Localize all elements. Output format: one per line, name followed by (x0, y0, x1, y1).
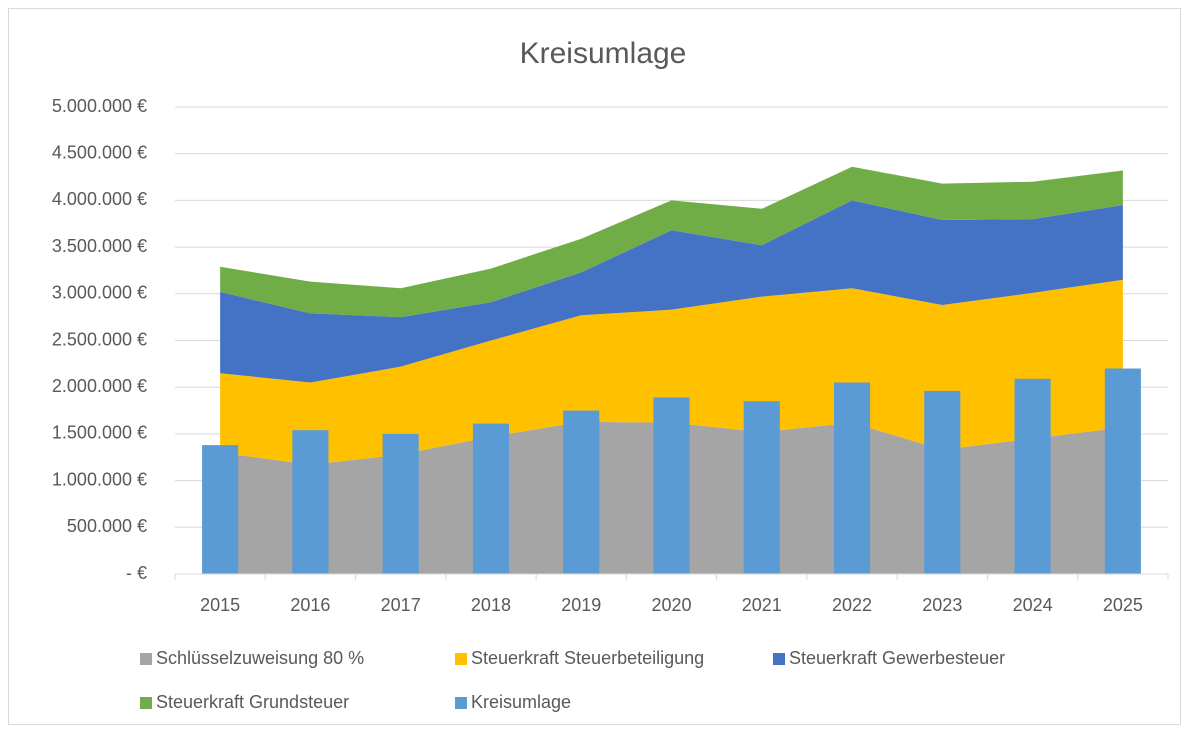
x-tick-label: 2020 (651, 595, 691, 615)
y-tick-label: 4.000.000 € (52, 189, 147, 209)
bar (382, 433, 419, 574)
y-tick-label: 1.500.000 € (52, 423, 147, 443)
legend-label: Steuerkraft Steuerbeteiligung (471, 648, 704, 668)
bar (653, 397, 690, 574)
legend-swatch (140, 653, 152, 665)
y-tick-label: 4.500.000 € (52, 142, 147, 162)
bar (1014, 378, 1051, 574)
legend-swatch (455, 697, 467, 709)
legend-swatch (455, 653, 467, 665)
bar (833, 382, 871, 574)
chart-title: Kreisumlage (520, 37, 687, 70)
y-tick-label: 3.500.000 € (52, 236, 147, 256)
area (220, 279, 1123, 465)
bar (472, 423, 510, 574)
y-tick-label: 3.000.000 € (52, 283, 147, 303)
y-tick-label: 2.500.000 € (52, 329, 147, 349)
y-tick-label: 2.000.000 € (52, 376, 147, 396)
x-tick-label: 2016 (290, 595, 330, 615)
area (220, 166, 1123, 318)
legend-label: Steuerkraft Grundsteuer (156, 692, 349, 712)
y-tick-label: - € (126, 563, 147, 583)
bar (743, 401, 780, 574)
legend-label: Steuerkraft Gewerbesteuer (789, 648, 1005, 668)
x-tick-label: 2021 (742, 595, 782, 615)
legend-label: Kreisumlage (471, 692, 571, 712)
x-tick-label: 2015 (200, 595, 240, 615)
x-tick-label: 2019 (561, 595, 601, 615)
x-tick-label: 2023 (922, 595, 962, 615)
legend-swatch (140, 697, 152, 709)
y-tick-label: 5.000.000 € (52, 96, 147, 116)
legend-swatch (773, 653, 785, 665)
bar (1104, 368, 1141, 574)
bar (924, 390, 961, 574)
x-tick-label: 2024 (1013, 595, 1053, 615)
bar (563, 410, 600, 574)
legend-label: Schlüsselzuweisung 80 % (156, 648, 364, 668)
bar (292, 430, 329, 574)
bar (202, 445, 239, 574)
x-tick-label: 2017 (381, 595, 421, 615)
y-tick-label: 1.000.000 € (52, 469, 147, 489)
y-tick-label: 500.000 € (67, 516, 147, 536)
x-tick-label: 2018 (471, 595, 511, 615)
area (220, 200, 1123, 383)
x-tick-label: 2022 (832, 595, 872, 615)
x-tick-label: 2025 (1103, 595, 1143, 615)
